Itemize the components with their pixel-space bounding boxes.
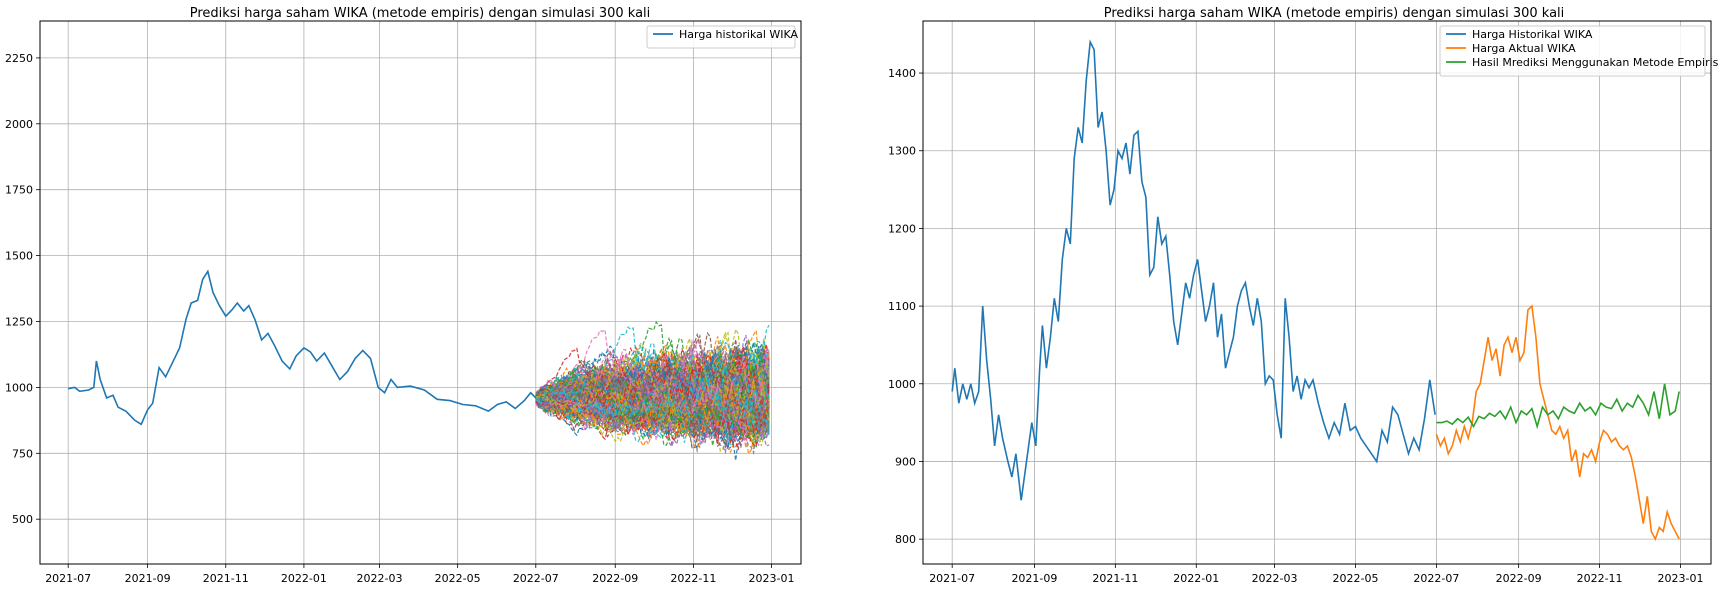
left-xtick-label: 2022-03 [357, 572, 403, 585]
left-simulation-line [535, 367, 770, 428]
left-simulation-line [535, 344, 770, 430]
right-xtick-label: 2021-09 [1011, 572, 1057, 585]
chart-right-axes [922, 20, 1712, 565]
right-legend-box [1439, 25, 1706, 77]
left-simulation-line [535, 349, 770, 415]
right-ytick-label: 1100 [888, 300, 916, 313]
left-xtick-label: 2022-01 [281, 572, 327, 585]
left-simulation-line [535, 375, 770, 445]
chart-right: Prediksi harga saham WIKA (metode empiri… [888, 6, 1719, 585]
right-legend-label-2: Hasil Mrediksi Menggunakan Metode Empiri… [1472, 56, 1719, 69]
right-ytick-label: 1400 [888, 67, 916, 80]
left-series-line-0 [68, 269, 537, 426]
left-simulation-line [535, 362, 770, 431]
left-xtick-label: 2022-05 [435, 572, 481, 585]
right-ytick-label: 1000 [888, 378, 916, 391]
right-series-line-2 [1436, 383, 1680, 430]
right-ytick-label: 1200 [888, 222, 916, 235]
left-simulation-line [535, 345, 770, 443]
left-xtick-label: 2021-09 [125, 572, 171, 585]
left-simulation-line [535, 368, 770, 438]
right-plot-area [951, 39, 1680, 542]
right-xtick-label: 2022-11 [1577, 572, 1623, 585]
left-xtick-label: 2022-09 [592, 572, 638, 585]
left-simulation-line [535, 355, 770, 421]
left-simulation-line [535, 369, 770, 441]
left-legend-box [646, 25, 796, 49]
left-xtick-label: 2021-07 [45, 572, 91, 585]
left-ytick-label: 1250 [5, 315, 33, 328]
right-xtick-label: 2022-05 [1332, 572, 1378, 585]
chart-left: Prediksi harga saham WIKA (metode empiri… [5, 6, 802, 585]
left-xtick-label: 2021-11 [203, 572, 249, 585]
chart-left-axes [39, 20, 802, 565]
left-ytick-label: 2000 [5, 118, 33, 131]
right-xtick-label: 2021-11 [1092, 572, 1138, 585]
left-simulation-line [535, 360, 770, 421]
right-ytick-label: 1300 [888, 145, 916, 158]
right-legend-label-0: Harga Historikal WIKA [1472, 28, 1593, 41]
left-ytick-label: 1500 [5, 250, 33, 263]
right-ytick-label: 800 [895, 533, 916, 546]
right-ytick-label: 900 [895, 455, 916, 468]
left-legend-label-0: Harga historikal WIKA [679, 28, 799, 41]
left-simulation-line [535, 363, 770, 448]
left-xtick-label: 2023-01 [749, 572, 795, 585]
right-xtick-label: 2022-07 [1413, 572, 1459, 585]
left-simulation-line [535, 372, 770, 437]
left-simulation-line [535, 348, 770, 416]
left-ytick-label: 1000 [5, 381, 33, 394]
chart-left-title: Prediksi harga saham WIKA (metode empiri… [190, 6, 651, 21]
right-series-line-1 [1435, 304, 1680, 542]
left-ytick-label: 2250 [5, 52, 33, 65]
left-simulation-line [535, 338, 770, 421]
chart-right-title: Prediksi harga saham WIKA (metode empiri… [1104, 6, 1565, 21]
left-ytick-label: 1750 [5, 184, 33, 197]
right-legend-label-1: Harga Aktual WIKA [1472, 42, 1576, 55]
right-xtick-label: 2023-01 [1658, 572, 1704, 585]
right-series-line-0 [951, 39, 1436, 501]
right-xtick-label: 2021-07 [929, 572, 975, 585]
left-ytick-label: 750 [12, 447, 33, 460]
right-xtick-label: 2022-09 [1496, 572, 1542, 585]
left-simulation-line [535, 362, 770, 445]
left-simulation-line [535, 328, 770, 432]
left-simulation-line [535, 367, 770, 448]
right-xtick-label: 2022-03 [1252, 572, 1298, 585]
left-plot-area [68, 269, 770, 461]
left-xtick-label: 2022-11 [670, 572, 716, 585]
left-ytick-label: 500 [12, 513, 33, 526]
left-simulation-line [535, 375, 770, 443]
left-simulation-line [535, 380, 770, 448]
right-xtick-label: 2022-01 [1173, 572, 1219, 585]
left-xtick-label: 2022-07 [513, 572, 559, 585]
